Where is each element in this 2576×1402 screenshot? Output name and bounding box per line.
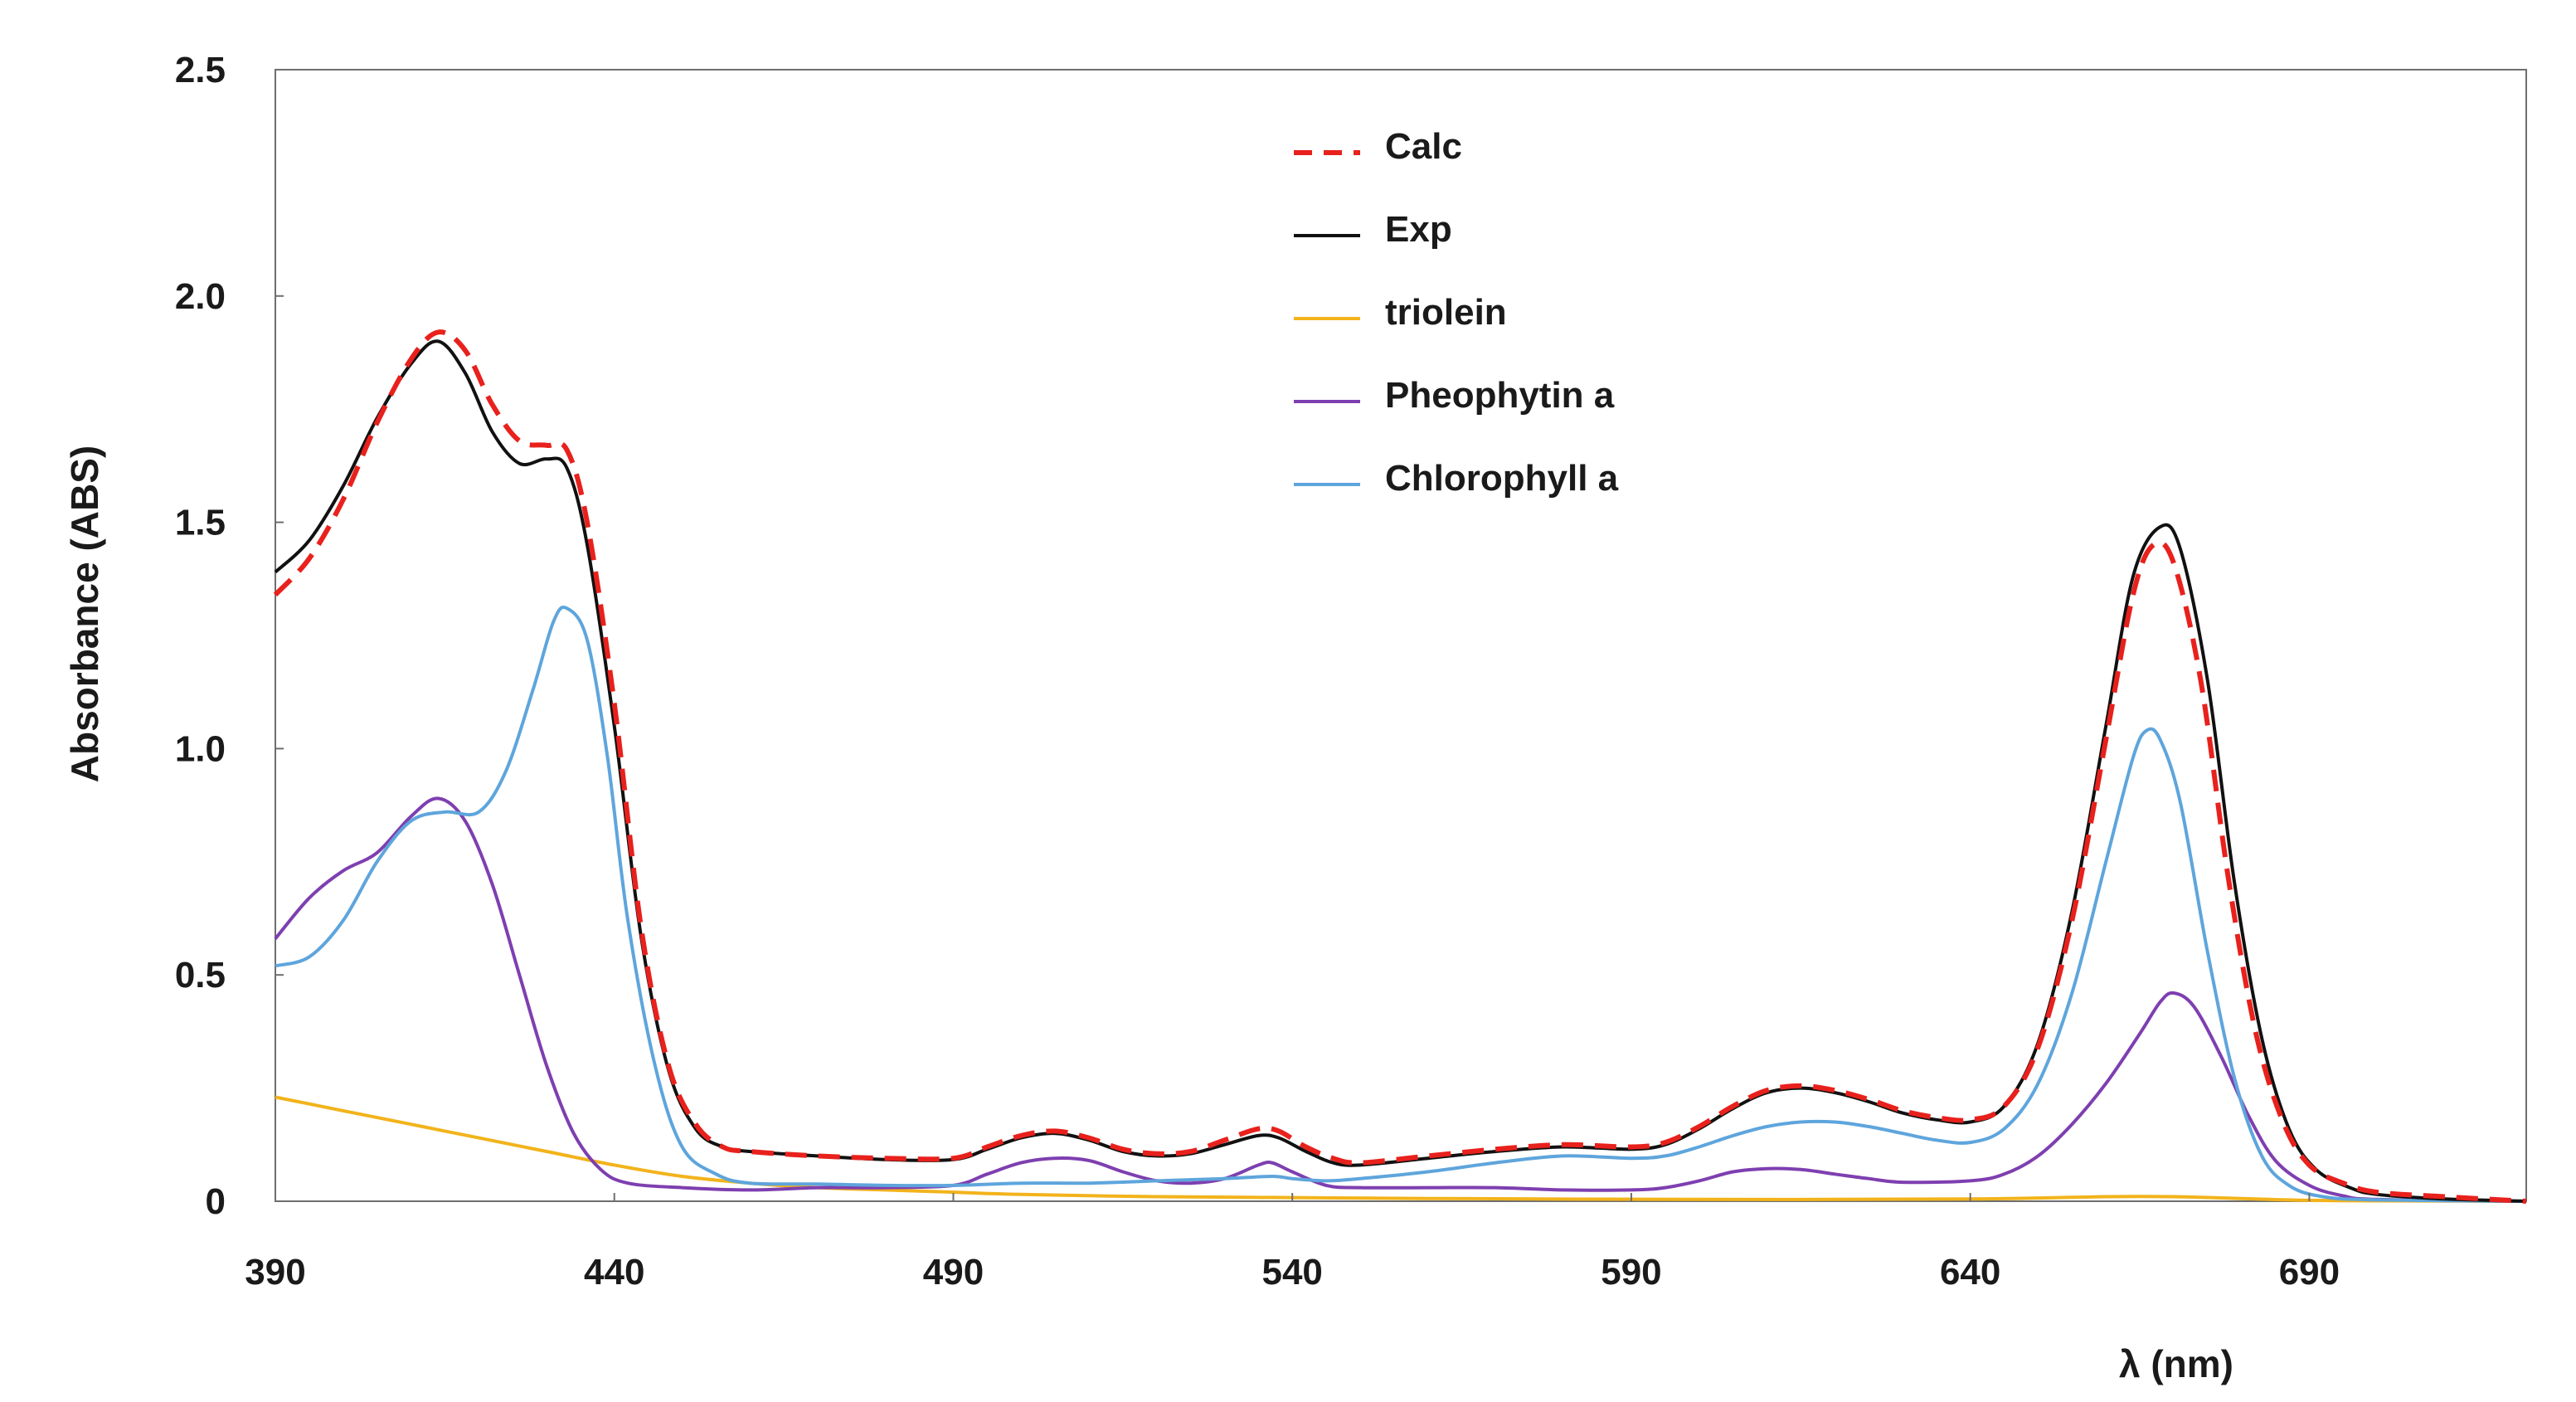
y-tick-label: 1.5: [175, 503, 226, 543]
y-axis-ticks: 0 0.5 1.0 1.5 2.0 2.5: [175, 50, 284, 1222]
legend-label-exp: Exp: [1385, 209, 1452, 250]
x-axis-title: λ (nm): [2119, 1342, 2233, 1385]
series-line-pheophytin-a: [274, 796, 2527, 1203]
y-tick-label: 0: [206, 1181, 226, 1222]
y-tick-label: 1.0: [175, 728, 226, 769]
legend-label-pheophytin-a: Pheophytin a: [1385, 375, 1615, 416]
legend-label-chlorophyll-a: Chlorophyll a: [1385, 458, 1619, 499]
x-tick-label: 640: [1940, 1252, 2000, 1292]
x-tick-label: 540: [1261, 1252, 1322, 1292]
y-axis-title: Absorbance (ABS): [63, 445, 106, 782]
x-tick-label: 390: [245, 1252, 305, 1292]
series-line-triolein: [275, 1095, 2527, 1203]
x-tick-label: 690: [2279, 1252, 2340, 1292]
x-tick-label: 440: [584, 1252, 644, 1292]
series-layer: [273, 329, 2527, 1204]
y-tick-label: 0.5: [175, 955, 226, 996]
legend-label-triolein: triolein: [1385, 292, 1507, 333]
legend: Calc Exp triolein Pheophytin a Chlorophyll a: [1294, 126, 1619, 499]
series-line-exp: [274, 339, 2527, 1203]
x-axis-ticks: 390 440 490 540 590 640 690: [245, 1193, 2340, 1292]
series-line-chlorophyll-a: [275, 606, 2527, 1203]
x-tick-label: 590: [1601, 1252, 1661, 1292]
x-tick-label: 490: [923, 1252, 984, 1292]
y-tick-label: 2.5: [175, 50, 226, 90]
legend-label-calc: Calc: [1385, 126, 1462, 167]
y-tick-label: 2.0: [175, 276, 226, 317]
series-line-calc: [273, 329, 2527, 1204]
